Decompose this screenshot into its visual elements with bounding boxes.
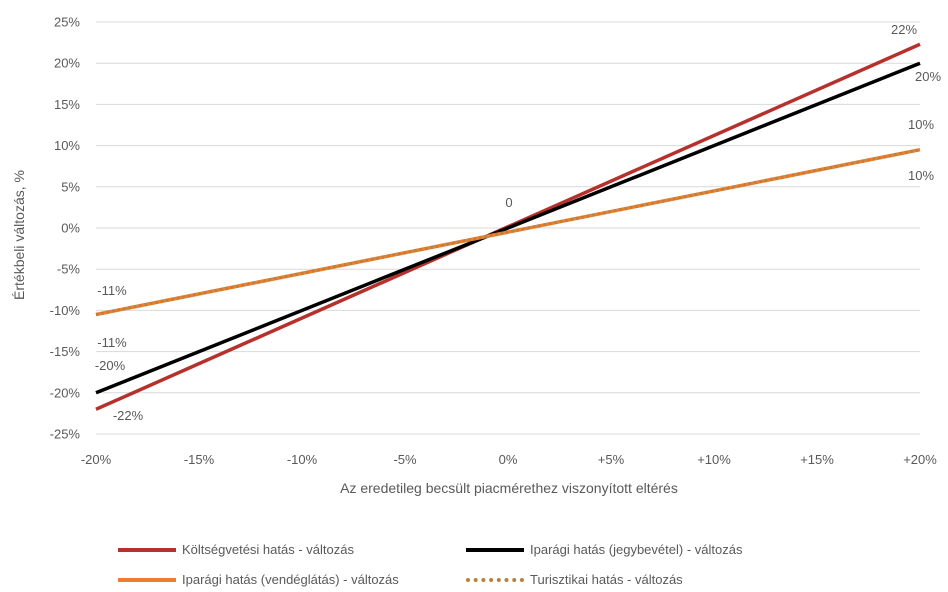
x-tick-label: 0% <box>499 452 518 467</box>
y-tick-label: 15% <box>54 97 80 112</box>
legend-item-koltsegvetesi: Költségvetési hatás - változás <box>118 542 354 557</box>
y-tick-label: 20% <box>54 56 80 71</box>
legend-swatch <box>466 547 524 552</box>
x-tick-label: -15% <box>184 452 215 467</box>
x-tick-label: +10% <box>697 452 731 467</box>
data-label: 20% <box>915 69 941 84</box>
x-axis-title: Az eredetileg becsült piacmérethez viszo… <box>340 480 678 496</box>
y-tick-label: 25% <box>54 15 80 30</box>
data-label: -20% <box>95 358 126 373</box>
x-tick-label: +5% <box>598 452 625 467</box>
legend-item-vendeglatas: Iparági hatás (vendéglátás) - változás <box>118 572 399 587</box>
y-axis-title: Értékbeli változás, % <box>11 170 27 300</box>
data-label: -11% <box>97 283 127 298</box>
x-tick-label: -5% <box>393 452 417 467</box>
legend-label: Turisztikai hatás - változás <box>530 572 683 587</box>
y-tick-label: -25% <box>50 427 81 442</box>
legend-swatch <box>118 547 176 552</box>
x-tick-label: -10% <box>287 452 318 467</box>
series-line-1 <box>95 61 921 395</box>
legend-swatch <box>466 577 524 582</box>
data-label: 0 <box>505 195 512 210</box>
legend-label: Költségvetési hatás - változás <box>182 542 354 557</box>
legend-item-jegybevetel: Iparági hatás (jegybevétel) - változás <box>466 542 742 557</box>
legend-item-turisztikai: Turisztikai hatás - változás <box>466 572 683 587</box>
y-tick-label: -15% <box>50 344 81 359</box>
y-axis-ticks: 25% 20% 15% 10% 5% 0% -5% -10% -15% -20% -25% <box>50 15 81 442</box>
legend-label: Iparági hatás (jegybevétel) - változás <box>530 542 743 557</box>
x-axis-ticks: -20% -15% -10% -5% 0% +5% +10% +15% +20% <box>81 452 937 467</box>
x-tick-label: -20% <box>81 452 112 467</box>
y-tick-label: -10% <box>50 303 81 318</box>
data-label: -22% <box>113 408 144 423</box>
series-line-3 <box>95 148 921 316</box>
legend-label: Iparági hatás (vendéglátás) - változás <box>182 572 399 587</box>
data-label: 10% <box>908 117 934 132</box>
legend: Költségvetési hatás - változás Iparági h… <box>0 520 948 592</box>
y-tick-label: 0% <box>61 221 80 236</box>
data-label: 10% <box>908 168 934 183</box>
data-label: 22% <box>891 22 917 37</box>
x-tick-label: +15% <box>800 452 834 467</box>
legend-swatch <box>118 577 176 582</box>
data-label: -11% <box>97 335 127 350</box>
series-lines <box>95 42 921 411</box>
y-tick-label: -20% <box>50 385 81 400</box>
y-tick-label: 10% <box>54 138 80 153</box>
x-tick-label: +20% <box>903 452 937 467</box>
y-tick-label: -5% <box>57 262 81 277</box>
data-labels: 22% 20% 10% 10% 0 -11% -11% -20% -22% <box>95 22 942 423</box>
y-tick-label: 5% <box>61 179 80 194</box>
